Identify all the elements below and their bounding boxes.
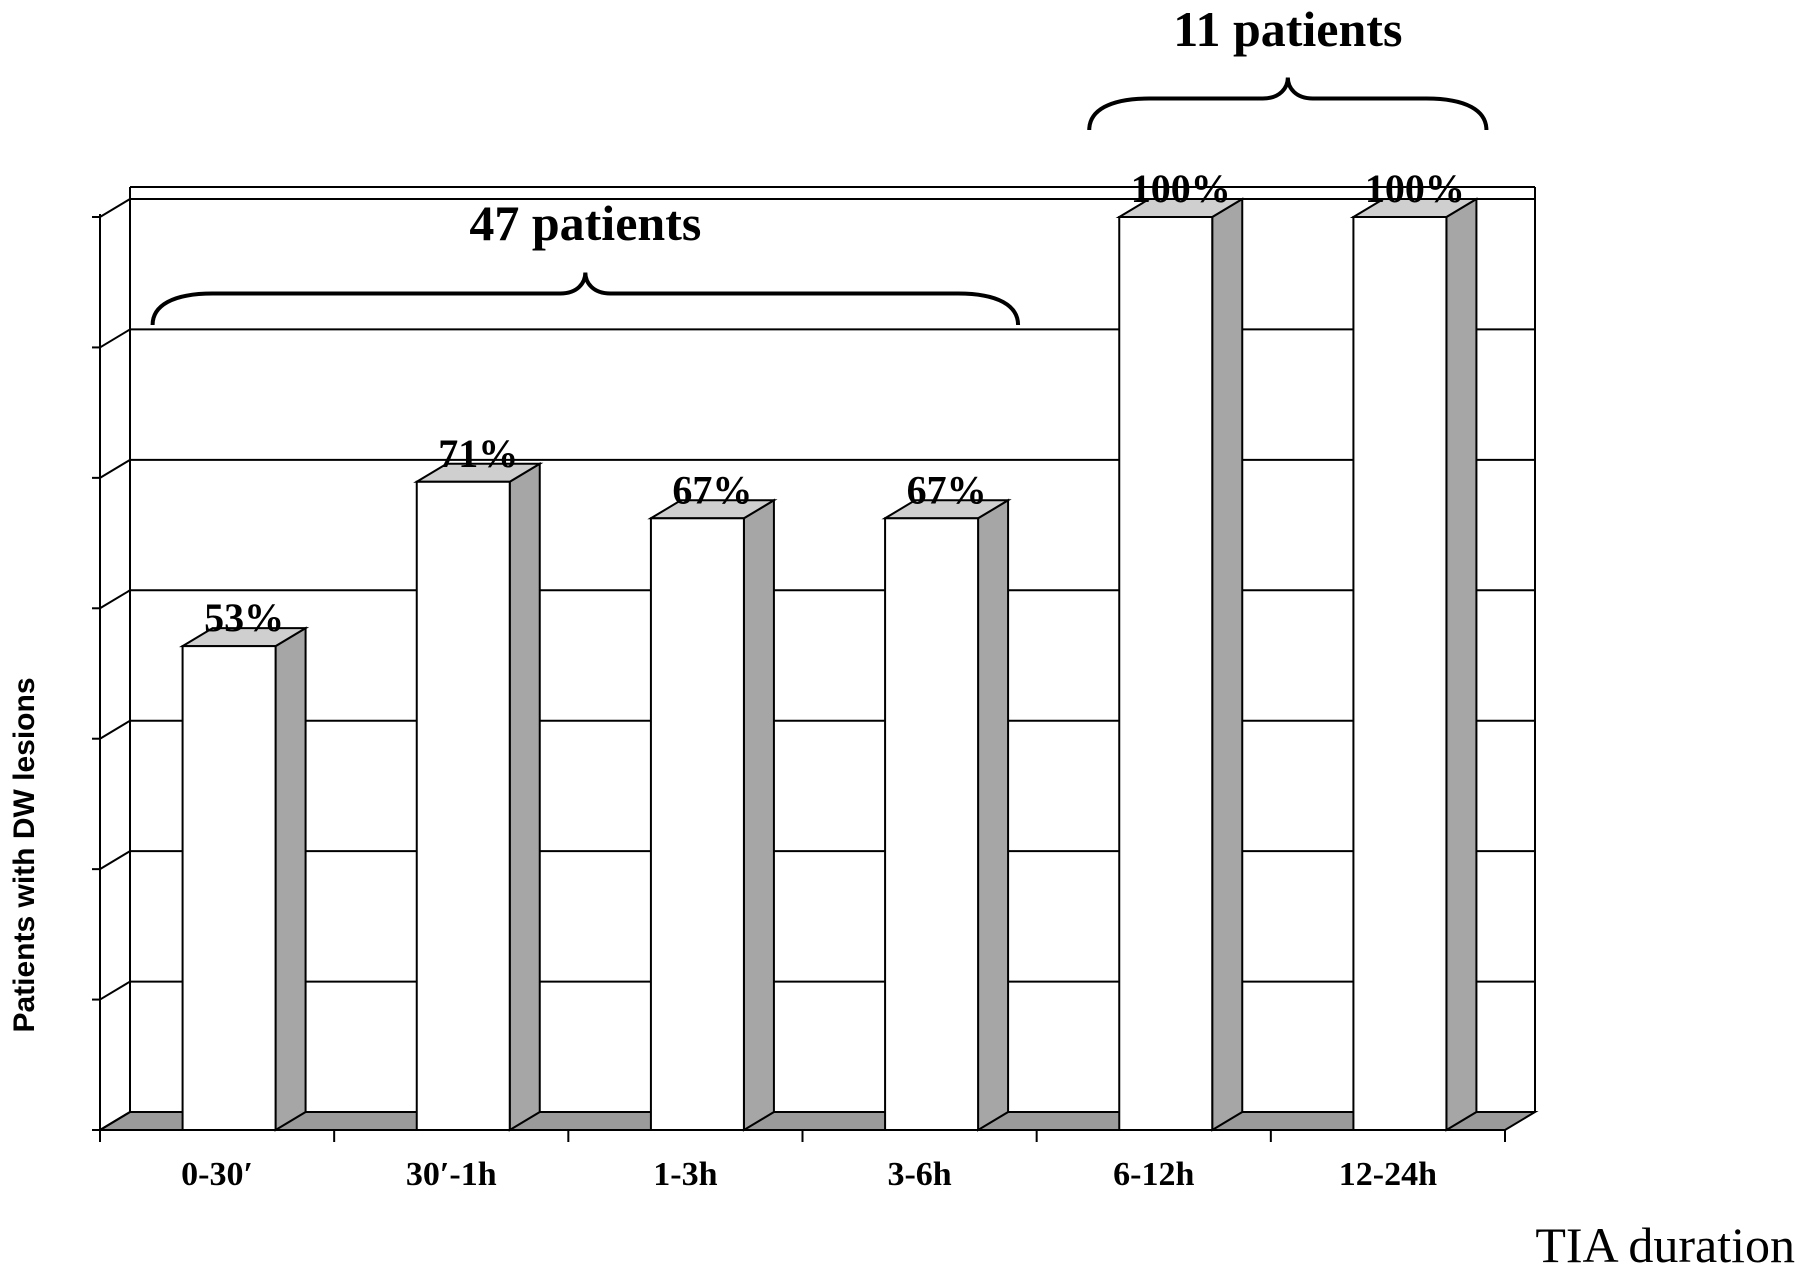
bar-side [274, 626, 307, 1132]
x-tick-label: 0-30′ [181, 1156, 253, 1193]
x-tick-label: 3-6h [887, 1156, 951, 1193]
data-label: 67% [907, 467, 987, 512]
chart-floor [92, 198, 1539, 1142]
bar [1349, 197, 1481, 1132]
bar [647, 498, 778, 1132]
bar-front [1352, 216, 1448, 1131]
bar-front [181, 645, 277, 1131]
y-tick-depth [99, 198, 131, 218]
y-tick-depth [99, 980, 131, 1001]
bar-front [649, 517, 745, 1131]
labels: 53% 0-30′ 71% 30′-1h 67% 1-3h 67% 3-6h 100% 6-12h… [150, 1, 1489, 1193]
bar [413, 462, 544, 1132]
bar-front [415, 480, 511, 1131]
floor-plane [96, 1111, 1539, 1131]
y-tick-depth [99, 719, 131, 740]
bar-side [1445, 197, 1478, 1132]
bar [881, 498, 1012, 1132]
data-label: 67% [672, 467, 752, 512]
bars [178, 197, 1481, 1132]
group-annotation: 11 patients [1173, 1, 1402, 57]
x-tick-label: 30′-1h [406, 1156, 497, 1193]
bar-front [884, 517, 980, 1131]
y-tick-depth [99, 328, 131, 349]
y-tick-depth [99, 458, 131, 479]
grid [129, 186, 1536, 1112]
data-label: 71% [438, 431, 518, 476]
bar-side [742, 498, 775, 1132]
bar-side [1211, 197, 1244, 1132]
data-label: 100% [1365, 166, 1465, 211]
x-tick-label: 6-12h [1113, 1156, 1194, 1193]
x-tick-label: 12-24h [1339, 1156, 1437, 1193]
bar-side [508, 462, 541, 1132]
bar [1115, 197, 1246, 1132]
bar-front [1118, 216, 1214, 1131]
data-label: 53% [204, 595, 284, 640]
x-axis-title: TIA duration [1535, 1217, 1795, 1271]
group-brace [150, 272, 1021, 326]
x-tick-label: 1-3h [653, 1156, 717, 1193]
group-brace [1087, 77, 1489, 131]
y-axis-title: Patients with DW lesions [8, 677, 41, 1032]
group-annotation: 47 patients [469, 195, 701, 251]
y-tick-depth [99, 850, 131, 871]
y-tick-depth [99, 589, 131, 610]
bar-side [977, 498, 1010, 1132]
y-tick-depth [99, 1111, 131, 1131]
data-label: 100% [1131, 166, 1231, 211]
bar [178, 626, 310, 1132]
